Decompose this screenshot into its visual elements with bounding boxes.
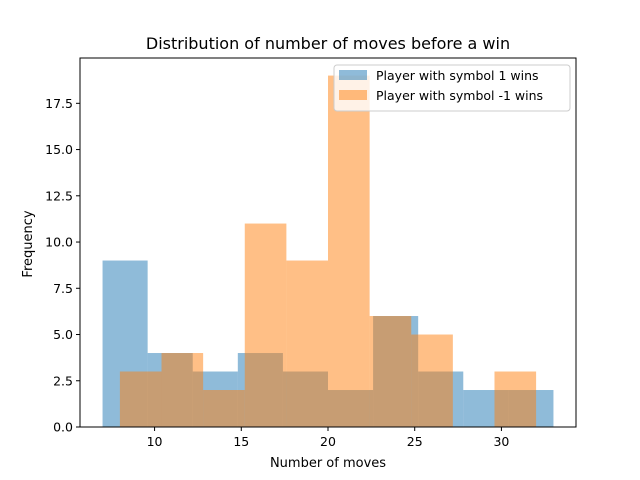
legend: Player with symbol 1 wins Player with sym… [333,64,571,112]
legend-label: Player with symbol 1 wins [376,68,539,83]
bar-series-2-bin-1 [119,371,162,427]
y-tick-label: 2.5 [53,373,73,388]
legend-box [333,64,571,112]
y-tick-label: 7.5 [53,281,73,296]
bar-series-2-bin-10 [494,371,537,427]
x-axis-ticks: 10 15 20 25 30 [147,427,509,449]
legend-label: Player with symbol -1 wins [376,88,543,103]
x-tick-label: 10 [147,434,163,449]
x-axis-label: Number of moves [270,456,386,471]
x-tick-label: 15 [233,434,249,449]
legend-swatch [339,90,367,100]
x-tick-label: 25 [407,434,423,449]
y-tick-label: 10.0 [45,235,73,250]
chart-title: Distribution of number of moves before a… [146,34,510,53]
y-tick-label: 0.0 [53,420,73,435]
y-tick-label: 17.5 [45,96,73,111]
bar-series-2-bin-7 [369,316,412,427]
y-axis-label: Frequency [21,210,36,277]
y-tick-label: 15.0 [45,142,73,157]
x-tick-label: 20 [320,434,336,449]
bar-series-2-bin-5 [286,260,328,427]
legend-swatch [339,70,367,80]
bar-series-2-bin-4 [244,223,287,427]
x-tick-label: 30 [493,434,509,449]
y-tick-label: 12.5 [45,188,73,203]
y-axis-ticks: 0.0 2.5 5.0 7.5 10.0 12.5 15.0 17.5 [45,96,80,435]
bar-series-2-bin-8 [411,334,453,427]
bar-series-2-bin-6 [328,75,370,427]
bar-series-2-bin-3 [203,390,245,427]
bars-layer [102,75,554,427]
y-tick-label: 5.0 [53,327,73,342]
bar-series-2-bin-2 [161,353,204,427]
